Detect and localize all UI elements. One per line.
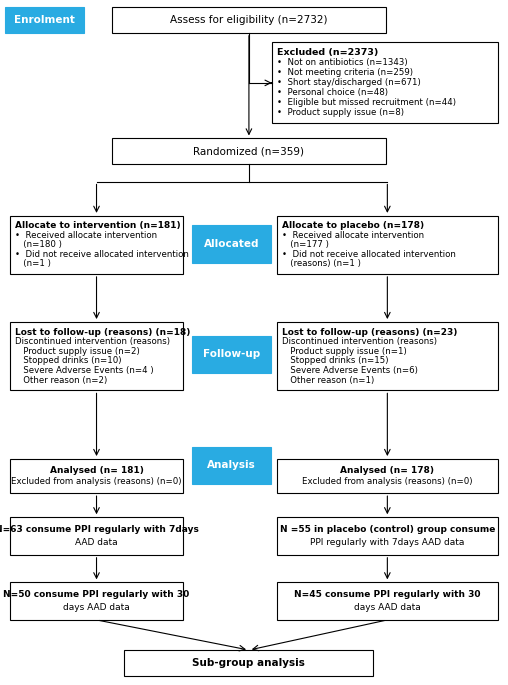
Text: •  Did not receive allocated intervention: • Did not receive allocated intervention (15, 250, 189, 259)
FancyBboxPatch shape (277, 322, 498, 390)
Text: (n=180 ): (n=180 ) (15, 240, 62, 249)
Text: Discontinued intervention (reasons): Discontinued intervention (reasons) (15, 337, 170, 347)
FancyBboxPatch shape (124, 650, 373, 676)
Text: Analysed (n= 181): Analysed (n= 181) (50, 466, 143, 475)
Text: •  Did not receive allocated intervention: • Did not receive allocated intervention (282, 250, 456, 259)
Text: N=50 consume PPI regularly with 30: N=50 consume PPI regularly with 30 (4, 590, 189, 599)
Text: •  Not on antibiotics (n=1343): • Not on antibiotics (n=1343) (277, 58, 407, 67)
FancyBboxPatch shape (277, 459, 498, 493)
Text: Enrolment: Enrolment (14, 15, 75, 25)
Text: AAD data: AAD data (75, 538, 118, 547)
Text: •  Received allocate intervention: • Received allocate intervention (282, 231, 424, 240)
Text: N=45 consume PPI regularly with 30: N=45 consume PPI regularly with 30 (294, 590, 481, 599)
Text: •  Personal choice (n=48): • Personal choice (n=48) (277, 88, 388, 97)
FancyBboxPatch shape (10, 582, 183, 620)
Text: days AAD data: days AAD data (63, 603, 130, 612)
Text: (reasons) (n=1 ): (reasons) (n=1 ) (282, 260, 361, 269)
Text: Sub-group analysis: Sub-group analysis (193, 658, 305, 668)
Text: (n=177 ): (n=177 ) (282, 240, 329, 249)
FancyBboxPatch shape (192, 225, 271, 263)
Text: Allocate to placebo (n=178): Allocate to placebo (n=178) (282, 221, 424, 230)
Text: •  Not meeting criteria (n=259): • Not meeting criteria (n=259) (277, 68, 413, 77)
Text: days AAD data: days AAD data (354, 603, 421, 612)
FancyBboxPatch shape (10, 216, 183, 274)
FancyBboxPatch shape (10, 517, 183, 555)
Text: Lost to follow-up (reasons) (n=23): Lost to follow-up (reasons) (n=23) (282, 327, 457, 337)
Text: Excluded from analysis (reasons) (n=0): Excluded from analysis (reasons) (n=0) (11, 477, 182, 486)
Text: •  Eligible but missed recruitment (n=44): • Eligible but missed recruitment (n=44) (277, 99, 456, 108)
Text: Lost to follow-up (reasons) (n=18): Lost to follow-up (reasons) (n=18) (15, 327, 190, 337)
Text: Stopped drinks (n=10): Stopped drinks (n=10) (15, 356, 122, 366)
Text: Severe Adverse Events (n=6): Severe Adverse Events (n=6) (282, 366, 418, 375)
Text: N=63 consume PPI regularly with 7days: N=63 consume PPI regularly with 7days (0, 525, 199, 534)
Text: Allocate to intervention (n=181): Allocate to intervention (n=181) (15, 221, 181, 230)
Text: Product supply issue (n=2): Product supply issue (n=2) (15, 347, 140, 356)
FancyBboxPatch shape (277, 582, 498, 620)
Text: N =55 in placebo (control) group consume: N =55 in placebo (control) group consume (280, 525, 495, 534)
FancyBboxPatch shape (5, 7, 84, 33)
Text: Analysis: Analysis (207, 460, 256, 471)
Text: Excluded from analysis (reasons) (n=0): Excluded from analysis (reasons) (n=0) (302, 477, 472, 486)
Text: Other reason (n=2): Other reason (n=2) (15, 375, 108, 385)
Text: Follow-up: Follow-up (203, 349, 260, 360)
Text: •  Short stay/discharged (n=671): • Short stay/discharged (n=671) (277, 78, 421, 88)
Text: Allocated: Allocated (204, 239, 259, 249)
Text: Assess for eligibility (n=2732): Assess for eligibility (n=2732) (170, 15, 328, 25)
FancyBboxPatch shape (112, 138, 386, 164)
FancyBboxPatch shape (10, 322, 183, 390)
Text: Product supply issue (n=1): Product supply issue (n=1) (282, 347, 407, 356)
Text: Severe Adverse Events (n=4 ): Severe Adverse Events (n=4 ) (15, 366, 154, 375)
Text: •  Received allocate intervention: • Received allocate intervention (15, 231, 157, 240)
Text: Excluded (n=2373): Excluded (n=2373) (277, 49, 378, 58)
Text: •  Product supply issue (n=8): • Product supply issue (n=8) (277, 108, 404, 117)
FancyBboxPatch shape (192, 336, 271, 373)
Text: PPI regularly with 7days AAD data: PPI regularly with 7days AAD data (310, 538, 464, 547)
FancyBboxPatch shape (272, 42, 498, 123)
FancyBboxPatch shape (10, 459, 183, 493)
FancyBboxPatch shape (277, 517, 498, 555)
Text: Other reason (n=1): Other reason (n=1) (282, 375, 374, 385)
FancyBboxPatch shape (277, 216, 498, 274)
Text: Stopped drinks (n=15): Stopped drinks (n=15) (282, 356, 389, 366)
Text: Discontinued intervention (reasons): Discontinued intervention (reasons) (282, 337, 437, 347)
FancyBboxPatch shape (112, 7, 386, 33)
FancyBboxPatch shape (192, 447, 271, 484)
Text: Randomized (n=359): Randomized (n=359) (194, 147, 304, 156)
Text: Analysed (n= 178): Analysed (n= 178) (340, 466, 434, 475)
Text: (n=1 ): (n=1 ) (15, 260, 51, 269)
